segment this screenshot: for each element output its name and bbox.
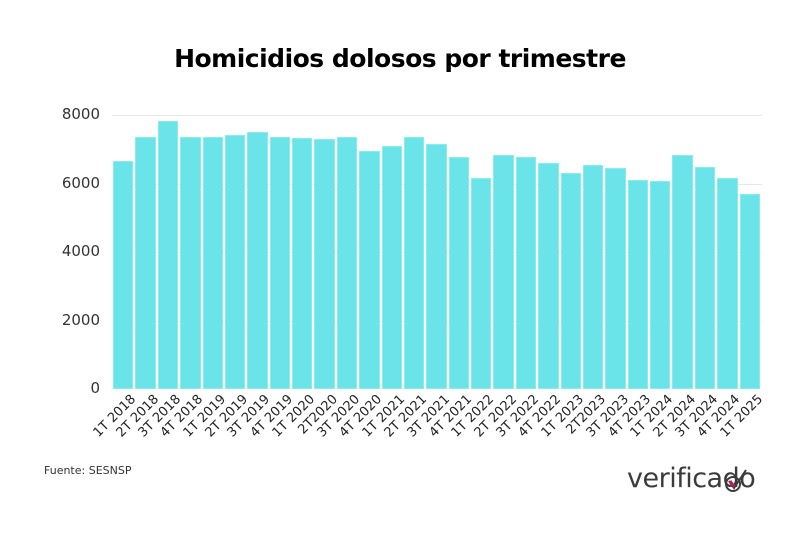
bar <box>359 150 380 389</box>
bar <box>515 156 537 389</box>
plot-area <box>113 115 762 389</box>
bar <box>135 136 156 389</box>
bar <box>694 166 716 389</box>
bar <box>224 135 246 389</box>
chart-title: Homicidios dolosos por trimestre <box>174 44 626 73</box>
checkmark-icon <box>725 469 747 492</box>
bar <box>202 136 223 389</box>
bar <box>247 132 268 389</box>
bar <box>336 136 358 389</box>
y-tick-label: 0 <box>90 379 100 397</box>
y-tick-label: 8000 <box>61 105 100 123</box>
y-tick-label: 2000 <box>61 310 100 329</box>
y-tick-label: 4000 <box>61 242 100 260</box>
bar <box>426 144 447 389</box>
bar <box>560 172 581 389</box>
bar <box>269 136 291 389</box>
bar <box>717 178 738 389</box>
bar <box>493 155 514 389</box>
bar <box>582 164 604 389</box>
y-tick-label: 6000 <box>61 173 100 192</box>
bar <box>672 154 693 389</box>
bar <box>650 180 671 389</box>
bar <box>381 146 402 389</box>
source-note: Fuente: SESNSP <box>44 464 132 477</box>
bar <box>180 136 201 389</box>
bar <box>157 121 179 389</box>
bar <box>471 177 492 389</box>
gridline <box>113 115 762 116</box>
bar <box>538 162 559 389</box>
bar <box>739 193 760 389</box>
bar <box>627 180 649 389</box>
bar <box>605 167 626 389</box>
bar <box>292 137 313 389</box>
bar <box>403 137 425 389</box>
bar <box>113 161 134 389</box>
bar <box>448 156 470 389</box>
bar <box>314 138 335 389</box>
